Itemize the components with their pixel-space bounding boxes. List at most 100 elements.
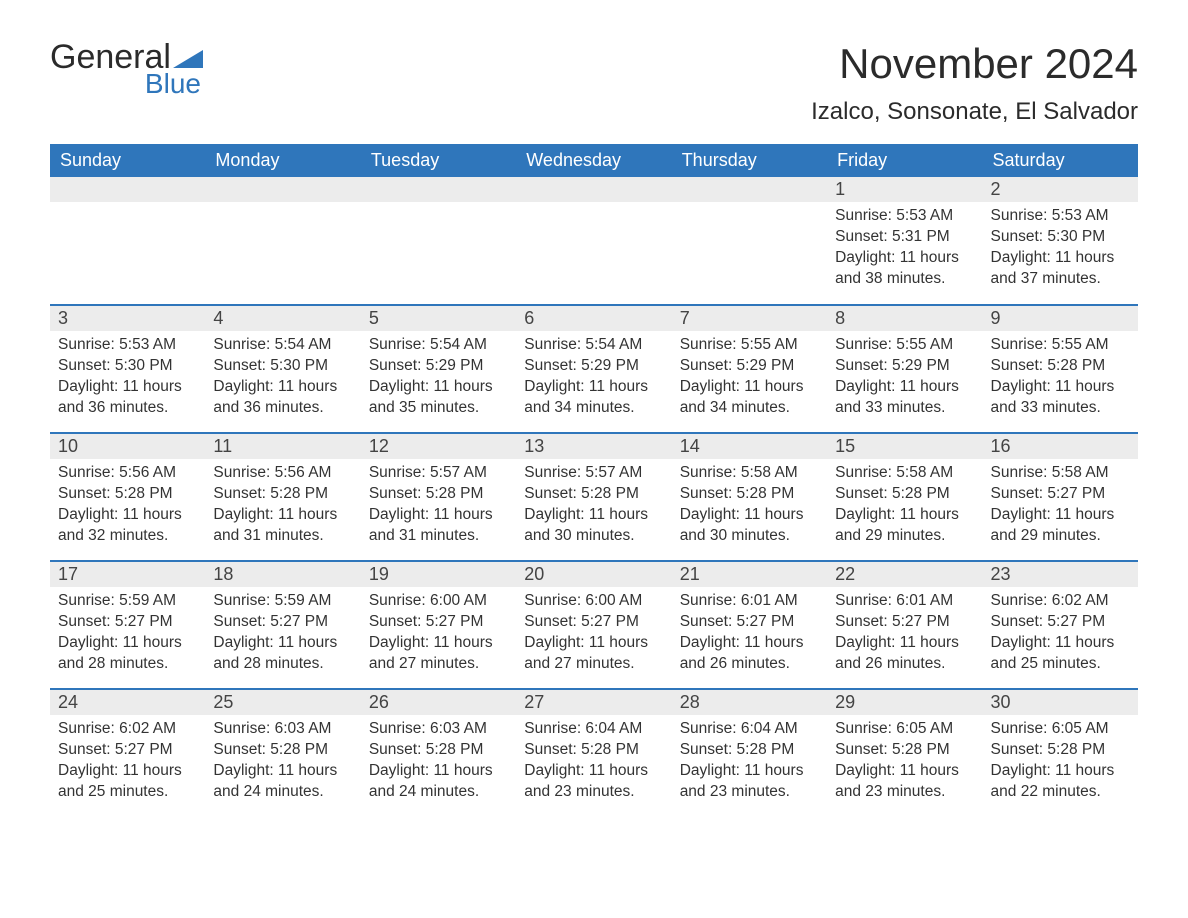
- day-details: Sunrise: 6:05 AMSunset: 5:28 PMDaylight:…: [983, 715, 1138, 813]
- day-number: 5: [361, 306, 516, 331]
- day-number: 15: [827, 434, 982, 459]
- daylight-line: Daylight: 11 hours and 28 minutes.: [58, 633, 197, 675]
- calendar-day-cell: [672, 177, 827, 305]
- sunset-line: Sunset: 5:27 PM: [213, 612, 352, 633]
- sunset-line: Sunset: 5:28 PM: [835, 740, 974, 761]
- day-number: 2: [983, 177, 1138, 202]
- sunrise-line: Sunrise: 6:02 AM: [991, 591, 1130, 612]
- weekday-header: Friday: [827, 144, 982, 177]
- sunset-line: Sunset: 5:29 PM: [524, 356, 663, 377]
- weekday-header: Saturday: [983, 144, 1138, 177]
- daylight-line: Daylight: 11 hours and 35 minutes.: [369, 377, 508, 419]
- calendar-body: 1Sunrise: 5:53 AMSunset: 5:31 PMDaylight…: [50, 177, 1138, 817]
- calendar-day-cell: 3Sunrise: 5:53 AMSunset: 5:30 PMDaylight…: [50, 305, 205, 433]
- sunset-line: Sunset: 5:27 PM: [835, 612, 974, 633]
- sunset-line: Sunset: 5:28 PM: [213, 740, 352, 761]
- day-details: Sunrise: 6:00 AMSunset: 5:27 PMDaylight:…: [361, 587, 516, 685]
- day-number: [50, 177, 205, 202]
- calendar-day-cell: 11Sunrise: 5:56 AMSunset: 5:28 PMDayligh…: [205, 433, 360, 561]
- day-details: Sunrise: 5:57 AMSunset: 5:28 PMDaylight:…: [361, 459, 516, 557]
- calendar-day-cell: [361, 177, 516, 305]
- day-details: Sunrise: 5:55 AMSunset: 5:29 PMDaylight:…: [672, 331, 827, 429]
- day-details: Sunrise: 6:04 AMSunset: 5:28 PMDaylight:…: [516, 715, 671, 813]
- logo: General Blue: [50, 40, 203, 98]
- daylight-line: Daylight: 11 hours and 25 minutes.: [991, 633, 1130, 675]
- day-number: 23: [983, 562, 1138, 587]
- sunrise-line: Sunrise: 6:03 AM: [213, 719, 352, 740]
- calendar-day-cell: 26 Sunrise: 6:03 AMSunset: 5:28 PMDayligh…: [361, 689, 516, 817]
- sunrise-line: Sunrise: 6:05 AM: [835, 719, 974, 740]
- day-details: Sunrise: 6:02 AMSunset: 5:27 PMDaylight:…: [983, 587, 1138, 685]
- calendar-day-cell: 18Sunrise: 5:59 AMSunset: 5:27 PMDayligh…: [205, 561, 360, 689]
- day-number: 25: [205, 690, 360, 715]
- sunrise-line: Sunrise: 6:03 AM: [369, 719, 508, 740]
- sunset-line: Sunset: 5:27 PM: [369, 612, 508, 633]
- day-number: 4: [205, 306, 360, 331]
- sunrise-line: Sunrise: 6:04 AM: [680, 719, 819, 740]
- calendar-day-cell: 5Sunrise: 5:54 AMSunset: 5:29 PMDaylight…: [361, 305, 516, 433]
- sunset-line: Sunset: 5:28 PM: [524, 484, 663, 505]
- header: General Blue November 2024 Izalco, Sonso…: [50, 40, 1138, 126]
- day-number: 1: [827, 177, 982, 202]
- day-details: Sunrise: 6:00 AMSunset: 5:27 PMDaylight:…: [516, 587, 671, 685]
- daylight-line: Daylight: 11 hours and 24 minutes.: [213, 761, 352, 803]
- location: Izalco, Sonsonate, El Salvador: [811, 98, 1138, 126]
- calendar-day-cell: 27Sunrise: 6:04 AMSunset: 5:28 PMDayligh…: [516, 689, 671, 817]
- calendar-day-cell: 12Sunrise: 5:57 AMSunset: 5:28 PMDayligh…: [361, 433, 516, 561]
- daylight-line: Daylight: 11 hours and 29 minutes.: [835, 505, 974, 547]
- calendar-day-cell: 6Sunrise: 5:54 AMSunset: 5:29 PMDaylight…: [516, 305, 671, 433]
- day-number: 29: [827, 690, 982, 715]
- calendar-week-row: 17Sunrise: 5:59 AMSunset: 5:27 PMDayligh…: [50, 561, 1138, 689]
- calendar-week-row: 3 Sunrise: 5:53 AM Sunset: 5:30 PM Daylight…: [50, 305, 1138, 433]
- day-details: Sunrise: 5:55 AMSunset: 5:28 PMDaylight:…: [983, 331, 1138, 429]
- sunrise-line: Sunrise: 5:58 AM: [835, 463, 974, 484]
- day-number: 22: [827, 562, 982, 587]
- sunset-line: Sunset: 5:28 PM: [369, 740, 508, 761]
- calendar-day-cell: 1Sunrise: 5:53 AMSunset: 5:31 PMDaylight…: [827, 177, 982, 305]
- daylight-line: Daylight: 11 hours and 34 minutes.: [524, 377, 663, 419]
- calendar-day-cell: 14Sunrise: 5:58 AMSunset: 5:28 PMDayligh…: [672, 433, 827, 561]
- calendar-day-cell: 16Sunrise: 5:58 AMSunset: 5:27 PMDayligh…: [983, 433, 1138, 561]
- day-number: [672, 177, 827, 202]
- day-number: 13: [516, 434, 671, 459]
- month-title: November 2024: [811, 40, 1138, 88]
- sunrise-line: Sunrise: 5:55 AM: [680, 335, 819, 356]
- day-number: 10: [50, 434, 205, 459]
- day-number: 9: [983, 306, 1138, 331]
- day-number: 26: [361, 690, 516, 715]
- weekday-header: Thursday: [672, 144, 827, 177]
- daylight-line: Daylight: 11 hours and 22 minutes.: [991, 761, 1130, 803]
- calendar-day-cell: 4Sunrise: 5:54 AMSunset: 5:30 PMDaylight…: [205, 305, 360, 433]
- day-number: 8: [827, 306, 982, 331]
- sunrise-line: Sunrise: 5:58 AM: [991, 463, 1130, 484]
- daylight-line: Daylight: 11 hours and 36 minutes.: [58, 377, 197, 419]
- calendar-week-row: 10Sunrise: 5:56 AMSunset: 5:28 PMDayligh…: [50, 433, 1138, 561]
- sunrise-line: Sunrise: 5:53 AM: [58, 335, 197, 356]
- weekday-header: Tuesday: [361, 144, 516, 177]
- sunrise-line: Sunrise: 6:01 AM: [680, 591, 819, 612]
- day-details: Sunrise: 5:54 AMSunset: 5:29 PMDaylight:…: [516, 331, 671, 429]
- sunset-line: Sunset: 5:29 PM: [680, 356, 819, 377]
- day-number: 3: [50, 306, 205, 331]
- day-number: 16: [983, 434, 1138, 459]
- sunset-line: Sunset: 5:30 PM: [213, 356, 352, 377]
- daylight-line: Daylight: 11 hours and 31 minutes.: [369, 505, 508, 547]
- daylight-line: Daylight: 11 hours and 24 minutes.: [369, 761, 508, 803]
- calendar-day-cell: [50, 177, 205, 305]
- day-number: [361, 177, 516, 202]
- calendar-day-cell: 2Sunrise: 5:53 AMSunset: 5:30 PMDaylight…: [983, 177, 1138, 305]
- day-details: Sunrise: 5:53 AMSunset: 5:31 PMDaylight:…: [827, 202, 982, 300]
- daylight-line: Daylight: 11 hours and 37 minutes.: [991, 248, 1130, 290]
- sunrise-line: Sunrise: 6:05 AM: [991, 719, 1130, 740]
- daylight-line: Daylight: 11 hours and 28 minutes.: [213, 633, 352, 675]
- day-number: 14: [672, 434, 827, 459]
- sunset-line: Sunset: 5:28 PM: [213, 484, 352, 505]
- daylight-line: Daylight: 11 hours and 27 minutes.: [524, 633, 663, 675]
- sunset-line: Sunset: 5:28 PM: [680, 484, 819, 505]
- daylight-line: Daylight: 11 hours and 31 minutes.: [213, 505, 352, 547]
- calendar-day-cell: 29Sunrise: 6:05 AMSunset: 5:28 PMDayligh…: [827, 689, 982, 817]
- sunset-line: Sunset: 5:27 PM: [58, 612, 197, 633]
- weekday-header: Monday: [205, 144, 360, 177]
- daylight-line: Daylight: 11 hours and 26 minutes.: [835, 633, 974, 675]
- day-details: Sunrise: 6:02 AMSunset: 5:27 PMDaylight:…: [50, 715, 205, 813]
